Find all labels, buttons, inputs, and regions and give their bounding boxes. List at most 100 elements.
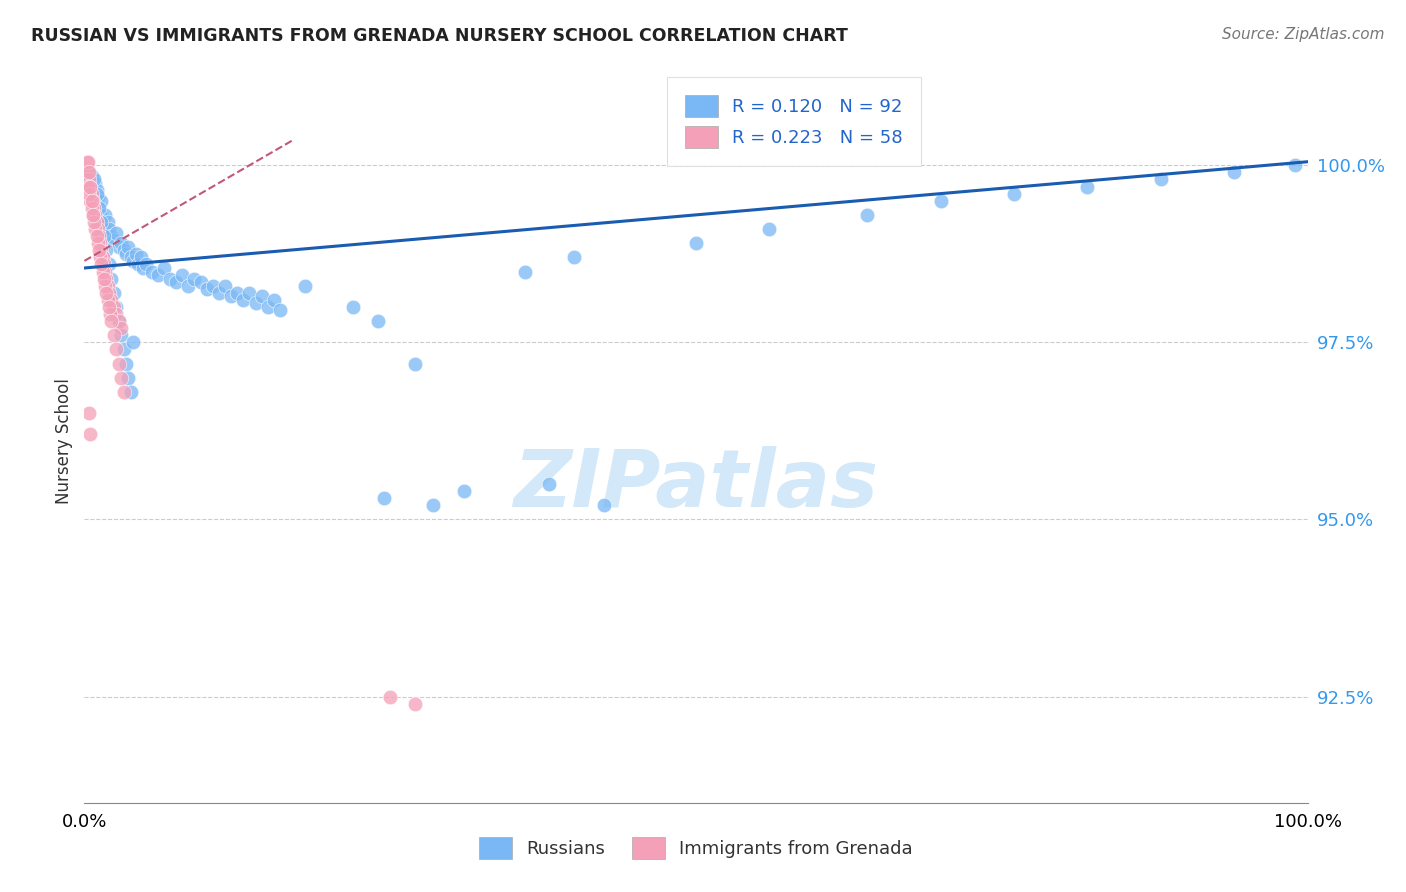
Point [97, 222, 120, 236]
Point [82, 208, 104, 222]
Point [97, 285, 120, 300]
Point [97, 293, 120, 307]
Point [367, 314, 389, 328]
Point [269, 303, 291, 318]
Point [79, 194, 101, 208]
Point [112, 384, 135, 399]
Point [87, 244, 110, 258]
Point [593, 498, 616, 512]
Point [84, 208, 107, 222]
Point [190, 275, 212, 289]
Point [226, 285, 249, 300]
Point [1002, 186, 1025, 201]
Point [79, 179, 101, 194]
Point [96, 271, 118, 285]
Point [100, 293, 122, 307]
Point [135, 257, 157, 271]
Point [90, 257, 112, 271]
Point [538, 477, 561, 491]
Point [86, 183, 108, 197]
Point [562, 251, 585, 265]
Point [97, 257, 120, 271]
Point [77, 172, 100, 186]
Point [100, 271, 122, 285]
Point [404, 357, 426, 371]
Point [115, 357, 138, 371]
Point [105, 226, 128, 240]
Point [89, 208, 111, 222]
Point [83, 194, 105, 208]
Point [110, 236, 132, 251]
Point [219, 289, 242, 303]
Point [80, 169, 103, 183]
Point [94, 264, 117, 278]
Point [77, 165, 100, 179]
Point [105, 343, 128, 357]
Point [82, 186, 104, 201]
Point [117, 240, 139, 254]
Point [93, 229, 115, 244]
Point [105, 307, 128, 321]
Point [294, 278, 316, 293]
Point [94, 208, 117, 222]
Legend: Russians, Immigrants from Grenada: Russians, Immigrants from Grenada [472, 830, 920, 866]
Point [103, 300, 125, 314]
Point [404, 697, 426, 711]
Point [97, 215, 120, 229]
Point [132, 260, 155, 275]
Point [232, 293, 254, 307]
Point [93, 271, 115, 285]
Point [84, 176, 107, 190]
Point [758, 222, 780, 236]
Point [93, 222, 115, 236]
Point [129, 251, 152, 265]
Text: RUSSIAN VS IMMIGRANTS FROM GRENADA NURSERY SCHOOL CORRELATION CHART: RUSSIAN VS IMMIGRANTS FROM GRENADA NURSE… [31, 27, 848, 45]
Point [342, 300, 364, 314]
Point [110, 371, 132, 385]
Point [100, 229, 122, 244]
Text: Source: ZipAtlas.com: Source: ZipAtlas.com [1222, 27, 1385, 42]
Point [84, 222, 107, 236]
Point [107, 314, 129, 328]
Point [159, 271, 181, 285]
Point [77, 406, 100, 420]
Point [103, 285, 125, 300]
Point [87, 201, 110, 215]
Point [422, 498, 444, 512]
Point [208, 285, 231, 300]
Point [1150, 172, 1173, 186]
Text: ZIPatlas: ZIPatlas [513, 446, 879, 524]
Point [86, 229, 108, 244]
Point [87, 229, 110, 244]
Point [195, 282, 218, 296]
Point [82, 208, 104, 222]
Point [110, 321, 132, 335]
Point [1076, 179, 1098, 194]
Point [257, 300, 280, 314]
Point [120, 251, 142, 265]
Point [373, 491, 395, 506]
Point [97, 300, 120, 314]
Point [97, 278, 120, 293]
Point [82, 194, 104, 208]
Point [80, 201, 103, 215]
Point [685, 236, 707, 251]
Point [89, 251, 111, 265]
Point [91, 264, 114, 278]
Point [87, 190, 110, 204]
Point [107, 357, 129, 371]
Point [87, 201, 110, 215]
Point [183, 271, 205, 285]
Point [172, 268, 194, 282]
Point [238, 285, 260, 300]
Point [245, 296, 267, 310]
Point [117, 371, 139, 385]
Point [83, 215, 105, 229]
Point [146, 268, 169, 282]
Point [153, 260, 176, 275]
Point [112, 244, 135, 258]
Point [1284, 158, 1306, 172]
Point [103, 328, 125, 343]
Point [105, 300, 128, 314]
Point [96, 244, 118, 258]
